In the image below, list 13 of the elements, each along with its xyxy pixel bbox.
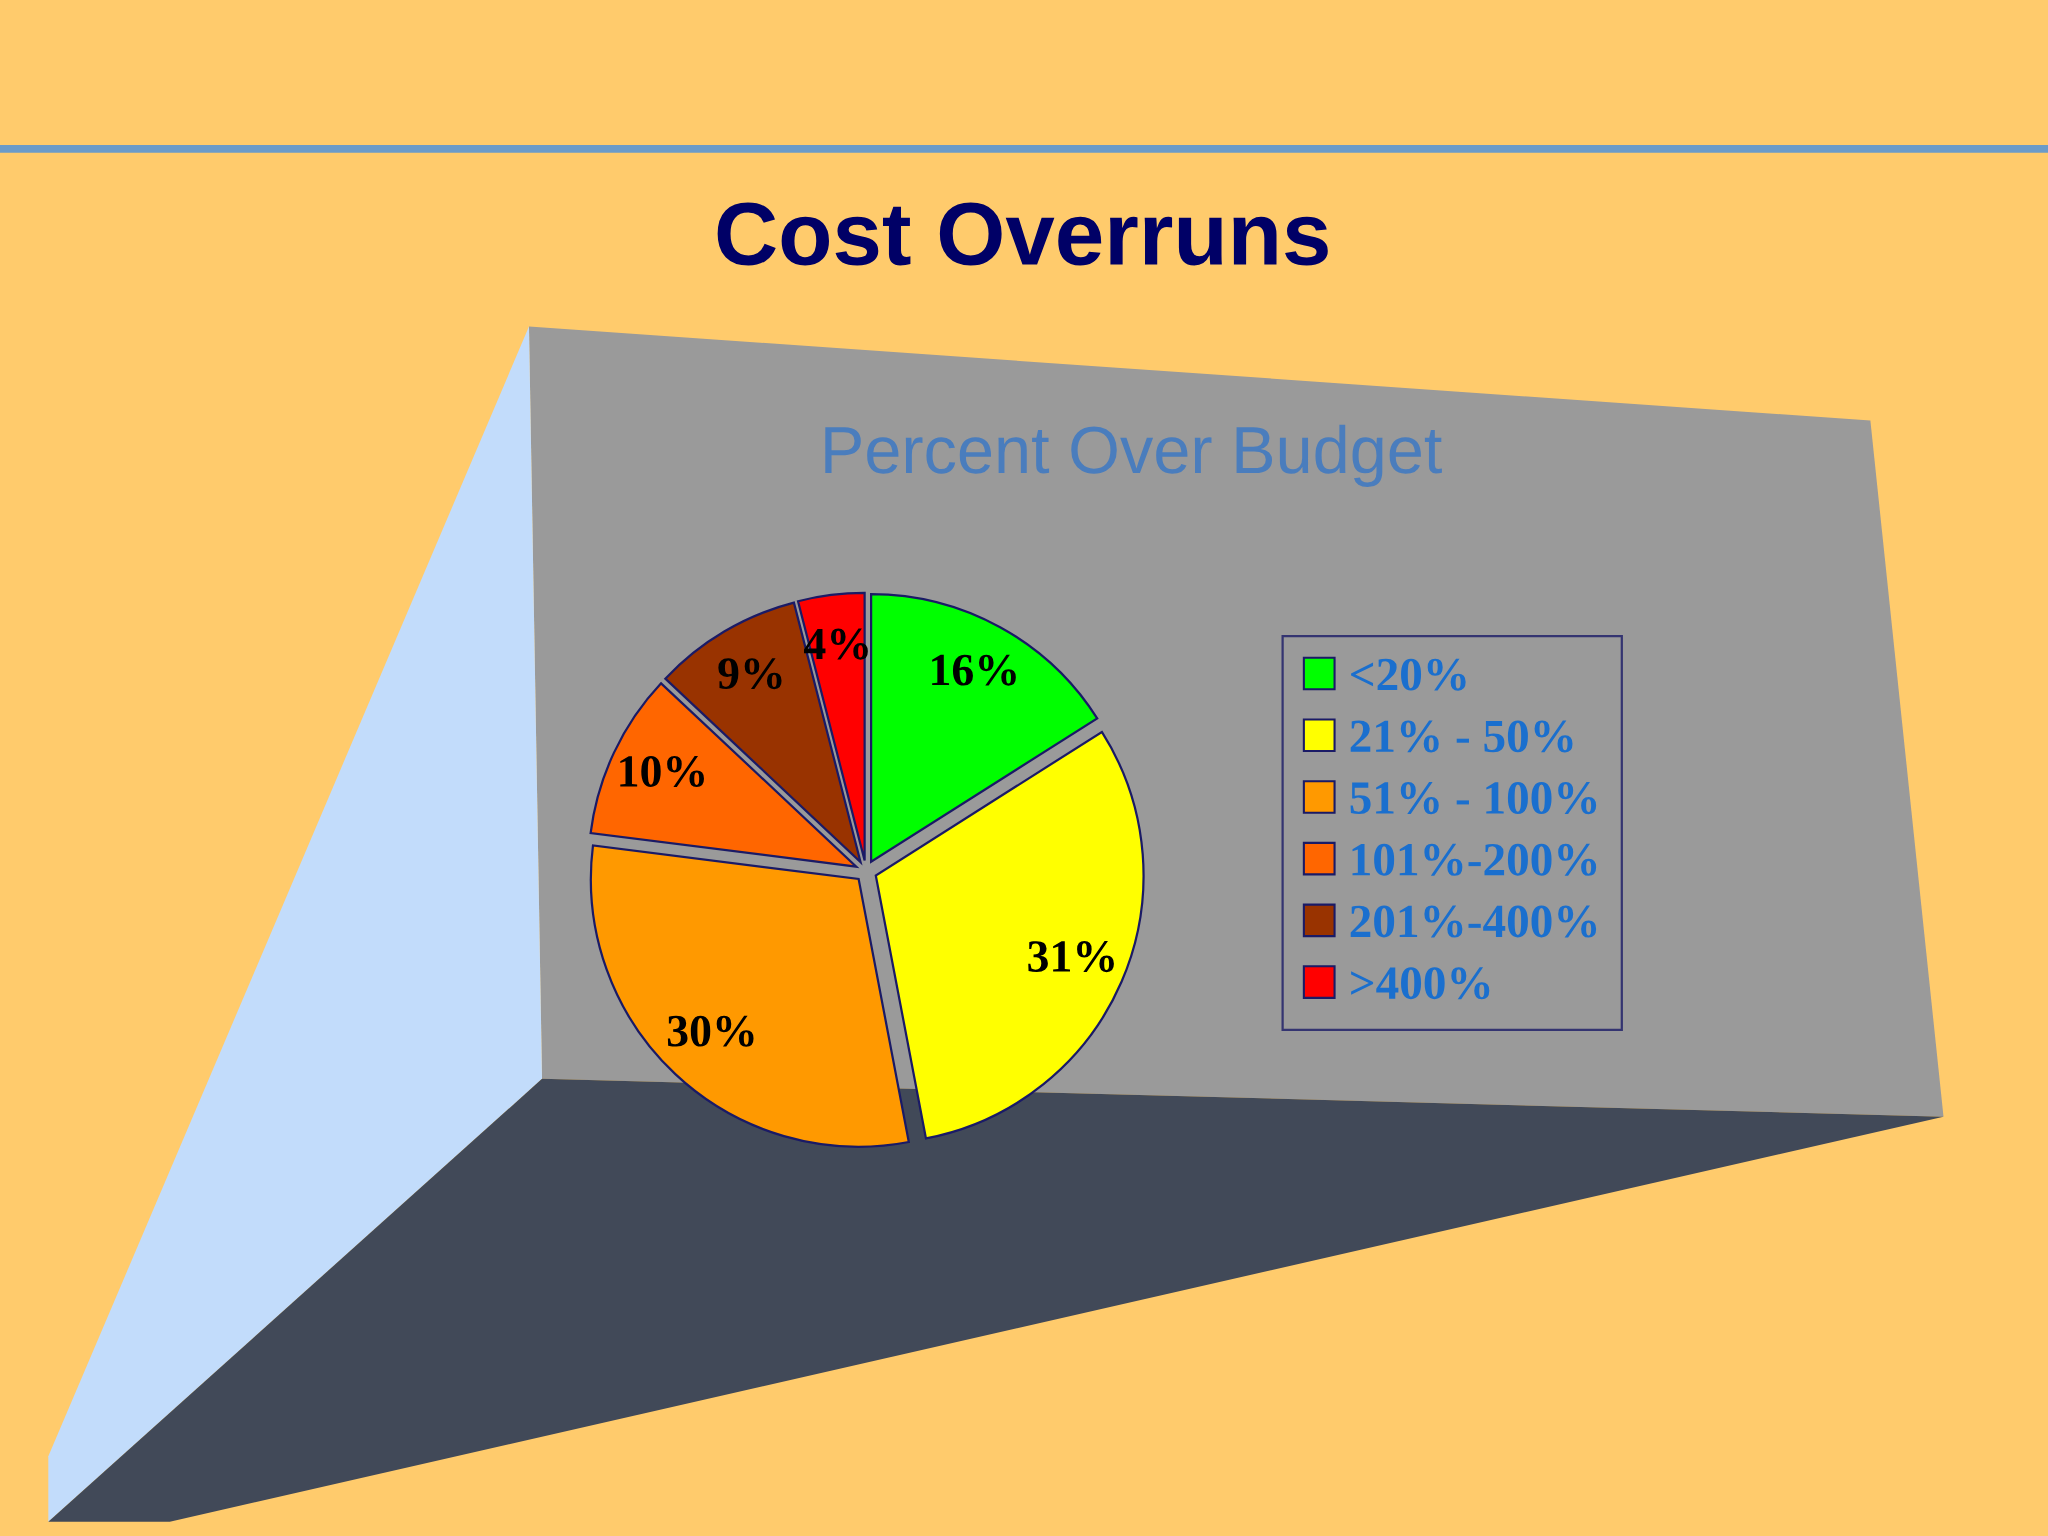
legend-label: 51% - 100% xyxy=(1350,782,1597,815)
data-label: 9% xyxy=(718,658,782,690)
legend-label: 201%-400% xyxy=(1350,905,1597,938)
legend-label: 21% - 50% xyxy=(1350,720,1573,753)
chart-title: Cost Overruns xyxy=(717,202,1328,266)
data-label: 30% xyxy=(667,1015,754,1047)
legend-label: 101%-200% xyxy=(1352,843,1597,876)
chart-subtitle: Percent Over Budget xyxy=(825,424,1442,487)
data-label: 10% xyxy=(620,755,704,788)
legend-label: <20% xyxy=(1351,658,1466,691)
data-label: 31% xyxy=(1028,941,1114,973)
legend-label: >400% xyxy=(1351,967,1490,1000)
data-label: 16% xyxy=(932,654,1016,686)
